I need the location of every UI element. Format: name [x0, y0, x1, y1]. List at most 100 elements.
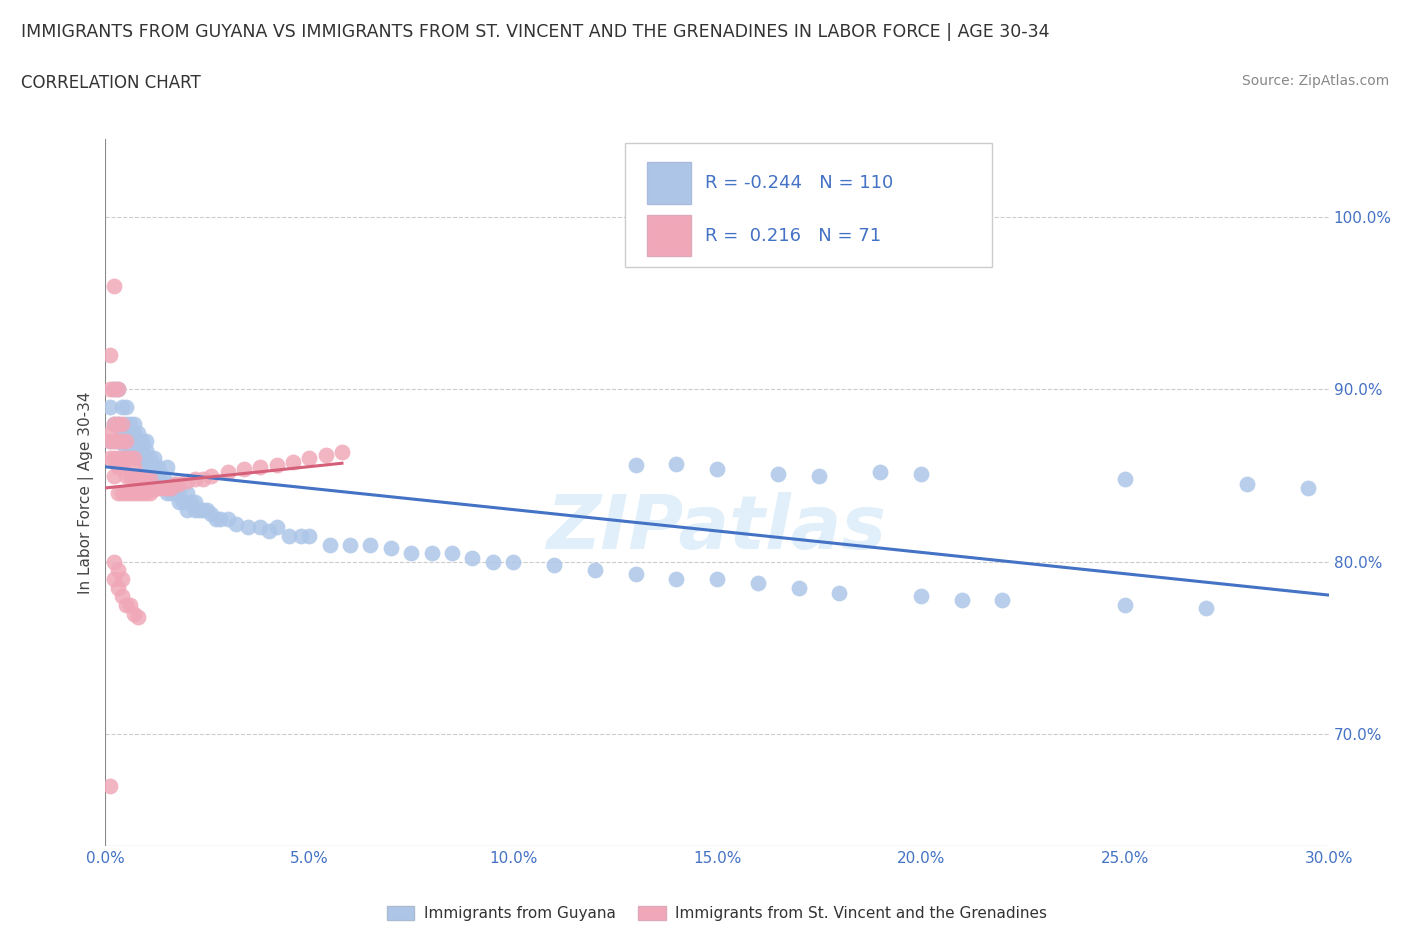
Point [176, 503, 198, 518]
FancyBboxPatch shape [647, 215, 692, 257]
Point [200, 468, 222, 483]
Point [115, 468, 138, 483]
Point [98, 433, 121, 448]
Point [107, 417, 129, 432]
Point [135, 433, 157, 448]
Point [98, 433, 121, 448]
Point [127, 468, 149, 483]
Point [665, 456, 688, 471]
Point [118, 597, 141, 612]
Point [103, 572, 125, 587]
Point [188, 503, 211, 518]
Point [380, 540, 402, 555]
Point [131, 443, 153, 458]
Point [122, 459, 145, 474]
Point [184, 494, 207, 509]
Point [217, 512, 239, 526]
Point [184, 503, 207, 518]
Point [148, 468, 170, 483]
Point [98, 778, 121, 793]
Point [208, 512, 231, 526]
Point [148, 459, 170, 474]
Point [156, 480, 179, 495]
Point [1236, 477, 1258, 492]
Point [298, 451, 321, 466]
Point [339, 538, 361, 552]
Point [111, 433, 134, 448]
Point [107, 485, 129, 500]
Point [910, 467, 932, 482]
Point [122, 425, 145, 440]
Point [139, 459, 162, 474]
Legend: Immigrants from Guyana, Immigrants from St. Vincent and the Grenadines: Immigrants from Guyana, Immigrants from … [381, 900, 1053, 927]
Point [118, 451, 141, 466]
Point [159, 477, 181, 492]
Point [118, 433, 141, 448]
Point [135, 451, 157, 466]
Point [111, 433, 134, 448]
Text: R =  0.216   N = 71: R = 0.216 N = 71 [704, 227, 882, 245]
Point [103, 451, 125, 466]
Point [115, 433, 138, 448]
Point [148, 477, 170, 492]
Point [184, 472, 207, 486]
Point [152, 477, 174, 492]
Point [869, 465, 891, 480]
Point [107, 433, 129, 448]
Point [266, 458, 288, 472]
Point [225, 516, 247, 531]
Point [156, 485, 179, 500]
Point [360, 538, 382, 552]
Point [278, 528, 301, 543]
Point [115, 451, 138, 466]
Point [1114, 472, 1136, 486]
Point [103, 433, 125, 448]
Point [315, 447, 337, 462]
Point [127, 451, 149, 466]
Point [107, 563, 129, 578]
Point [103, 554, 125, 569]
Point [152, 480, 174, 495]
Point [118, 468, 141, 483]
Point [115, 597, 138, 612]
Point [747, 575, 769, 590]
Point [139, 485, 162, 500]
Point [281, 455, 304, 470]
Point [1195, 601, 1218, 616]
Point [111, 399, 134, 414]
Point [950, 592, 973, 607]
Point [131, 472, 153, 486]
Point [706, 461, 728, 476]
Point [249, 520, 271, 535]
Point [481, 554, 505, 569]
Text: ZIPatlas: ZIPatlas [547, 492, 887, 565]
Point [143, 468, 166, 483]
Point [152, 468, 174, 483]
Point [502, 554, 524, 569]
Point [249, 459, 271, 474]
Point [131, 433, 153, 448]
Text: R = -0.244   N = 110: R = -0.244 N = 110 [704, 174, 893, 192]
Point [111, 589, 134, 604]
Point [167, 485, 190, 500]
Point [115, 399, 138, 414]
Point [807, 468, 830, 483]
Point [122, 433, 145, 448]
Point [290, 528, 312, 543]
Point [991, 592, 1014, 607]
Text: CORRELATION CHART: CORRELATION CHART [21, 74, 201, 92]
Point [111, 459, 134, 474]
Point [118, 485, 141, 500]
Point [115, 443, 138, 458]
Point [131, 451, 153, 466]
Point [98, 451, 121, 466]
Point [1114, 597, 1136, 612]
Point [98, 425, 121, 440]
Point [828, 586, 851, 601]
Point [583, 563, 606, 578]
Point [122, 468, 145, 483]
Point [768, 467, 790, 482]
Point [107, 451, 129, 466]
Point [163, 485, 186, 500]
Point [131, 485, 153, 500]
